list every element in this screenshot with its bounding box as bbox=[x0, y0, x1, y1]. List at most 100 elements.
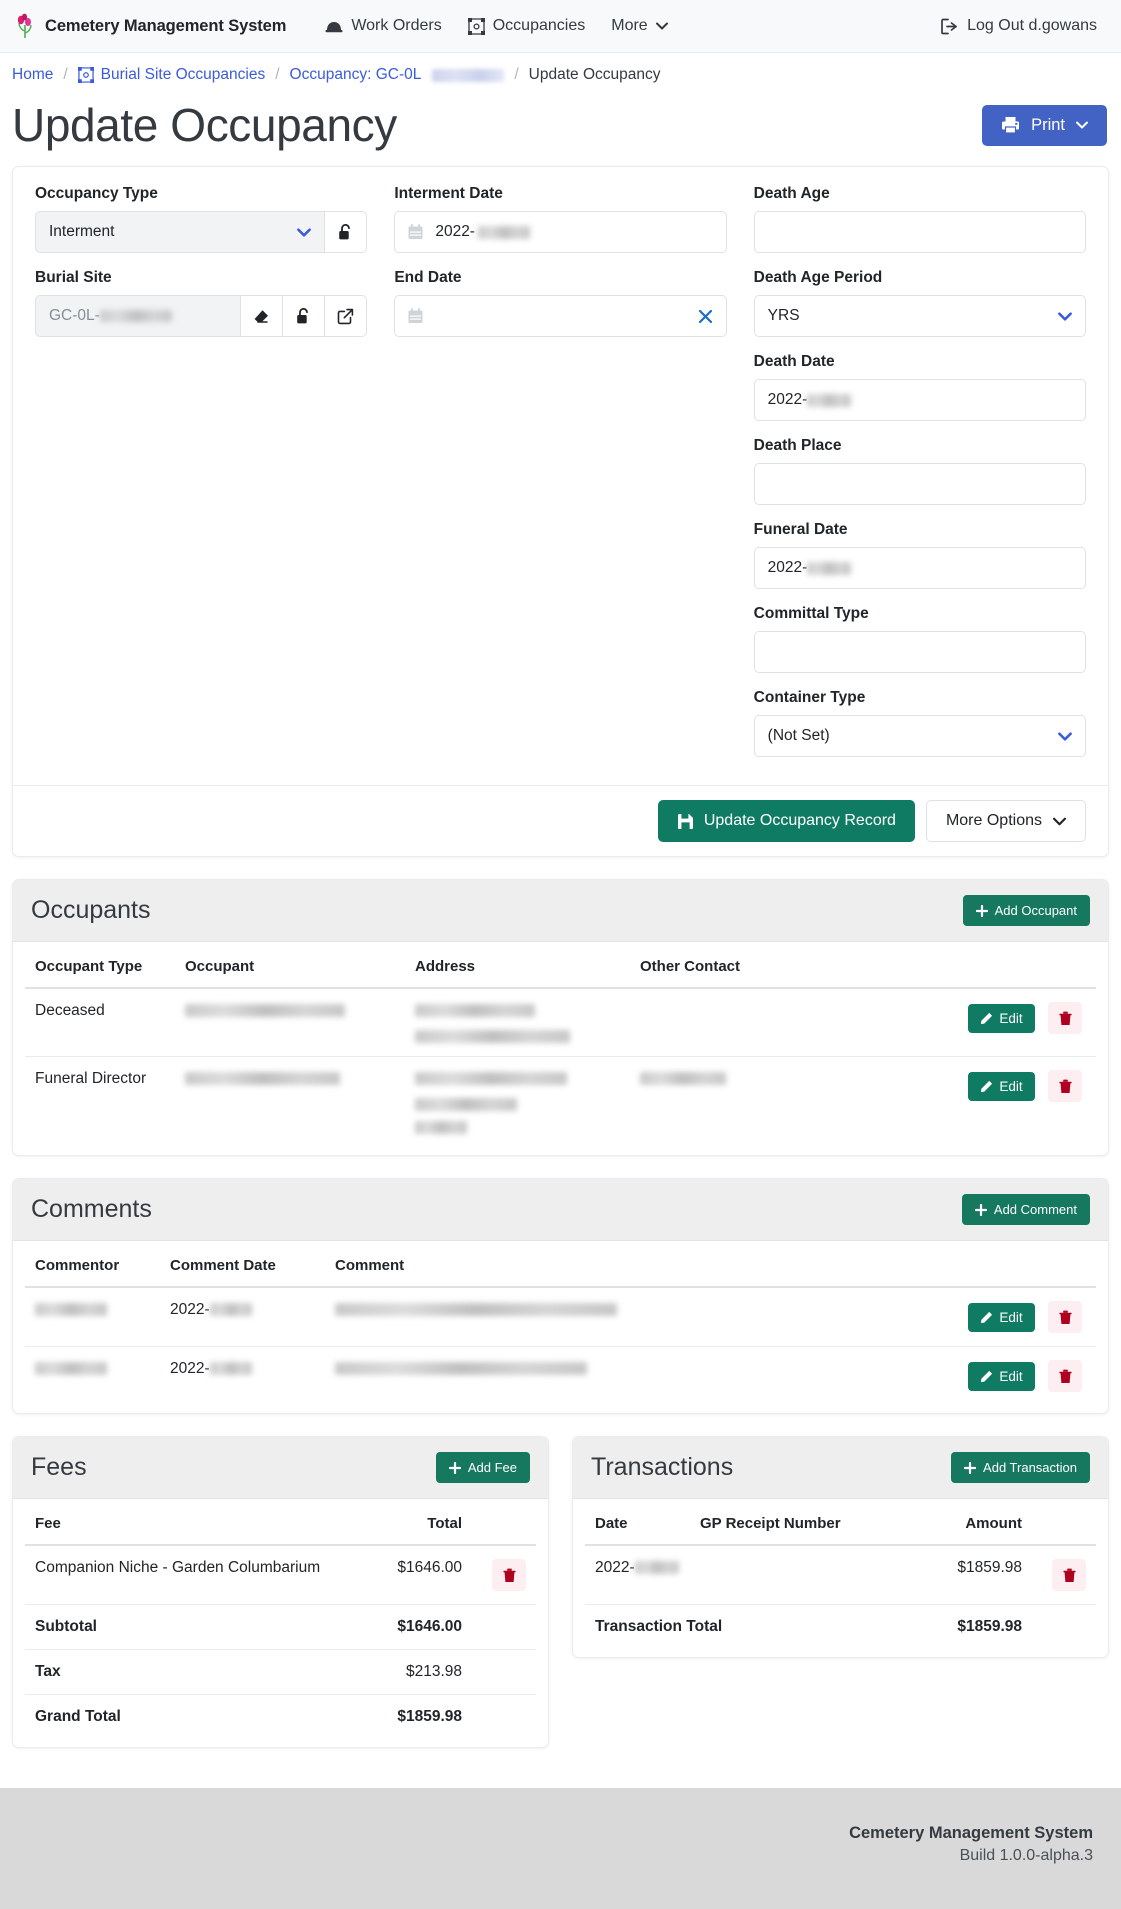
occupants-tbody: Deceased Edit bbox=[25, 988, 1096, 1147]
comments-header-row: Commentor Comment Date Comment bbox=[25, 1243, 1096, 1288]
comment-date-value: 2022- bbox=[170, 1301, 210, 1318]
death-age-input[interactable] bbox=[753, 211, 1086, 253]
printer-icon bbox=[1001, 116, 1020, 134]
pencil-icon bbox=[980, 1080, 993, 1093]
update-occupancy-record-button[interactable]: Update Occupancy Record bbox=[657, 800, 915, 842]
occupancy-type-unlock-button[interactable] bbox=[325, 211, 368, 253]
death-age-period-value: YRS bbox=[767, 307, 800, 324]
redacted-comment-text bbox=[335, 1362, 587, 1376]
add-transaction-button[interactable]: Add Transaction bbox=[951, 1452, 1090, 1483]
brand-link[interactable]: Cemetery Management System bbox=[14, 13, 286, 39]
external-link-icon bbox=[337, 308, 354, 325]
committal-type-input[interactable] bbox=[753, 631, 1086, 673]
label-death-place: Death Place bbox=[753, 437, 842, 454]
burial-site-erase-button[interactable] bbox=[241, 295, 284, 337]
burial-site-input[interactable]: GC-0L- bbox=[35, 295, 242, 337]
chevron-down-icon bbox=[1058, 731, 1072, 741]
delete-occupant-button[interactable] bbox=[1048, 1070, 1082, 1102]
logout-button[interactable]: Log Out d.gowans bbox=[941, 17, 1107, 35]
occupancy-type-select[interactable]: Interment bbox=[35, 211, 326, 253]
burial-site-value: GC-0L- bbox=[49, 307, 100, 324]
edit-occupant-button[interactable]: Edit bbox=[968, 1071, 1035, 1101]
breadcrumb-burial-site-occupancies[interactable]: Burial Site Occupancies bbox=[77, 66, 265, 84]
funeral-date-input[interactable]: 2022- bbox=[753, 547, 1086, 589]
update-occupancy-record-label: Update Occupancy Record bbox=[703, 812, 896, 829]
occupants-header: Occupants Add Occupant bbox=[13, 880, 1108, 942]
plus-icon bbox=[975, 904, 988, 917]
delete-occupant-button[interactable] bbox=[1048, 1002, 1082, 1034]
print-label: Print bbox=[1031, 115, 1065, 134]
col-occupant: Occupant bbox=[175, 944, 405, 989]
breadcrumb-occupancy[interactable]: Occupancy: GC-0L bbox=[290, 66, 505, 84]
label-committal-type: Committal Type bbox=[753, 605, 869, 622]
death-age-period-select[interactable]: YRS bbox=[753, 295, 1086, 337]
redacted-address-line-1 bbox=[415, 1072, 567, 1086]
nav-item-more[interactable]: More bbox=[598, 11, 680, 41]
unlock-icon bbox=[296, 307, 311, 325]
comment-cell bbox=[325, 1347, 936, 1406]
table-row: Deceased Edit bbox=[25, 988, 1096, 1057]
burial-site-unlock-button[interactable] bbox=[283, 295, 326, 337]
fees-tbody: Companion Niche - Garden Columbarium $16… bbox=[25, 1545, 536, 1739]
col-transaction-date: Date bbox=[585, 1501, 690, 1546]
page-title-row: Update Occupancy Print bbox=[0, 96, 1121, 166]
field-death-age: Death Age bbox=[753, 185, 1086, 253]
breadcrumb-current: Update Occupancy bbox=[528, 66, 661, 83]
redacted-funeral-date bbox=[807, 561, 852, 575]
interment-date-input[interactable]: 2022- bbox=[394, 211, 727, 253]
add-fee-button[interactable]: Add Fee bbox=[435, 1452, 530, 1483]
transaction-amount-cell: $1859.98 bbox=[922, 1545, 1032, 1605]
redacted-occupant-name bbox=[185, 1004, 345, 1018]
occupancy-plot-icon bbox=[467, 17, 485, 35]
nav-label-work-orders: Work Orders bbox=[351, 17, 442, 34]
transactions-card: Transactions Add Transaction Date GP Rec… bbox=[572, 1436, 1109, 1658]
burial-site-open-button[interactable] bbox=[325, 295, 368, 337]
transactions-header: Transactions Add Transaction bbox=[573, 1437, 1108, 1499]
edit-occupant-button[interactable]: Edit bbox=[968, 1003, 1035, 1033]
page-footer: Cemetery Management System Build 1.0.0-a… bbox=[0, 1788, 1121, 1909]
occupant-type-cell: Deceased bbox=[25, 988, 175, 1057]
more-options-label: More Options bbox=[945, 812, 1042, 829]
transactions-header-row: Date GP Receipt Number Amount bbox=[585, 1501, 1096, 1546]
container-type-select[interactable]: (Not Set) bbox=[753, 715, 1086, 757]
end-date-clear-button[interactable] bbox=[698, 309, 713, 324]
comments-table: Commentor Comment Date Comment 2022- bbox=[25, 1243, 1096, 1405]
add-comment-button[interactable]: Add Comment bbox=[961, 1194, 1090, 1225]
redacted-address-line-2 bbox=[415, 1030, 570, 1043]
fees-header: Fees Add Fee bbox=[13, 1437, 548, 1499]
nav-item-occupancies[interactable]: Occupancies bbox=[455, 11, 599, 41]
top-navbar: Cemetery Management System Work Orders O… bbox=[0, 0, 1121, 53]
logout-icon bbox=[941, 18, 959, 35]
add-occupant-button[interactable]: Add Occupant bbox=[962, 895, 1090, 926]
plus-icon bbox=[974, 1203, 987, 1216]
redacted-address-line-3 bbox=[415, 1121, 467, 1134]
print-button[interactable]: Print bbox=[982, 104, 1107, 146]
death-place-input[interactable] bbox=[753, 463, 1086, 505]
col-address: Address bbox=[405, 944, 630, 989]
delete-comment-button[interactable] bbox=[1048, 1360, 1082, 1392]
table-row: Funeral Director bbox=[25, 1057, 1096, 1148]
comments-table-wrap: Commentor Comment Date Comment 2022- bbox=[13, 1241, 1108, 1413]
breadcrumb-home[interactable]: Home bbox=[12, 66, 54, 83]
field-death-date: Death Date 2022- bbox=[753, 353, 1086, 421]
delete-comment-button[interactable] bbox=[1048, 1301, 1082, 1333]
delete-transaction-button[interactable] bbox=[1052, 1559, 1086, 1591]
edit-occupant-label: Edit bbox=[999, 1078, 1023, 1094]
end-date-input[interactable] bbox=[394, 295, 727, 337]
more-options-button[interactable]: More Options bbox=[925, 800, 1086, 842]
fees-table: Fee Total Companion Niche - Garden Colum… bbox=[25, 1501, 536, 1739]
fees-grand-total-row: Grand Total $1859.98 bbox=[25, 1695, 536, 1740]
comments-header: Comments Add Comment bbox=[13, 1179, 1108, 1241]
edit-comment-button[interactable]: Edit bbox=[968, 1361, 1035, 1391]
death-date-input[interactable]: 2022- bbox=[753, 379, 1086, 421]
edit-comment-button[interactable]: Edit bbox=[968, 1302, 1035, 1332]
nav-item-work-orders[interactable]: Work Orders bbox=[312, 11, 454, 41]
col-transaction-amount: Amount bbox=[922, 1501, 1032, 1546]
commentor-cell bbox=[25, 1347, 160, 1406]
delete-fee-button[interactable] bbox=[492, 1559, 526, 1591]
pencil-icon bbox=[980, 1311, 993, 1324]
plus-icon bbox=[964, 1461, 977, 1474]
col-fee-total: Total bbox=[362, 1501, 472, 1546]
col-comment-date: Comment Date bbox=[160, 1243, 325, 1288]
field-death-place: Death Place bbox=[753, 437, 1086, 505]
